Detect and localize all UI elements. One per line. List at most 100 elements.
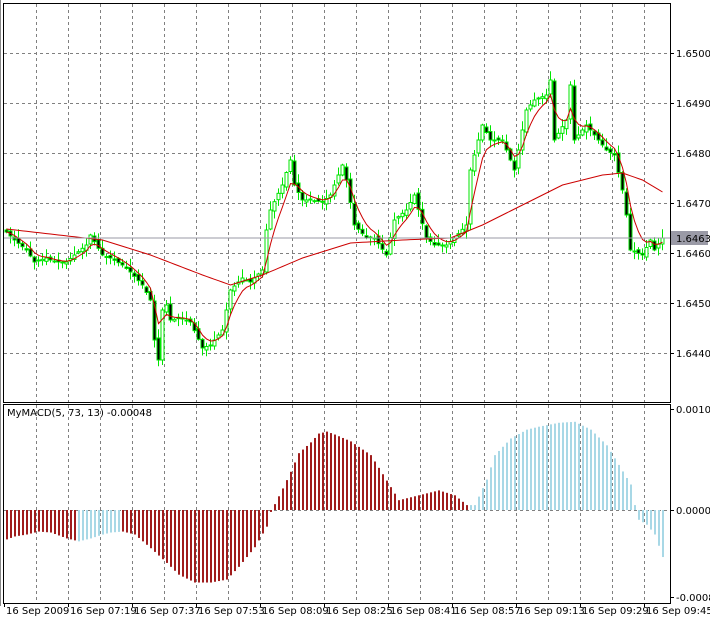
macd-histogram-bar [506,443,508,510]
macd-histogram-bar [334,435,336,510]
macd-histogram-bar [22,510,24,535]
time-axis-label: 16 Sep 09:29 [582,606,649,617]
macd-histogram-bar [370,455,372,510]
macd-histogram-bar [570,422,572,510]
candle-body [305,200,308,202]
macd-histogram-bar [90,510,92,538]
price-axis-label: 1.6490 [676,99,710,110]
candle[interactable] [469,168,472,231]
macd-histogram-bar [662,510,664,557]
macd-histogram-bar [218,510,220,581]
macd-histogram-bar [658,510,660,546]
macd-histogram-bar [58,510,60,535]
macd-histogram-bar [314,438,316,510]
macd-histogram-bar [626,478,628,510]
candle-body [345,167,348,180]
macd-histogram-bar [30,510,32,534]
candle[interactable] [625,188,628,217]
macd-histogram-bar [214,510,216,582]
candle[interactable] [481,124,484,143]
candle-body [205,347,208,351]
macd-histogram-bar [170,510,172,567]
macd-histogram-bar [194,510,196,583]
candle-body [141,281,144,285]
candle-body [293,161,296,185]
macd-axis-label: 0.00103 [676,405,710,416]
macd-histogram-bar [270,510,272,512]
candle-body [77,252,80,253]
macd-histogram-bar [598,437,600,510]
candle-body [229,290,232,309]
candle-body [569,85,572,119]
candle-body [425,226,428,238]
candle[interactable] [621,171,624,194]
macd-histogram-bar [382,474,384,510]
candle-body [165,305,168,312]
macd-histogram-bar [606,445,608,510]
candle[interactable] [341,164,344,177]
macd-histogram-bar [390,487,392,510]
macd-axis-label: 0.00000 [676,506,710,517]
macd-histogram-bar [258,510,260,540]
candle-body [641,253,644,255]
macd-histogram-bar [62,510,64,537]
macd-histogram-bar [522,432,524,510]
candle-body [385,251,388,255]
macd-histogram-bar [630,485,632,510]
macd-histogram-bar [250,510,252,552]
macd-histogram-bar [526,430,528,510]
macd-histogram-bar [190,510,192,581]
candle-body [65,262,68,264]
macd-histogram-bar [82,510,84,540]
candle[interactable] [629,208,632,252]
candle[interactable] [569,81,572,124]
price-axis-label: 1.6470 [676,199,710,210]
macd-histogram-bar [66,510,68,538]
macd-histogram-bar [350,441,352,510]
macd-histogram-bar [114,510,116,532]
candle-body [209,345,212,346]
candle-body [637,250,640,254]
candle-body [201,339,204,348]
candle-body [25,249,28,250]
macd-histogram-bar [162,510,164,559]
candle-body [605,147,608,150]
macd-histogram-bar [478,497,480,510]
macd-histogram-bar [402,499,404,510]
candle-body [653,241,656,250]
macd-histogram-bar [422,494,424,510]
candle-body [301,193,304,201]
candle-body [529,105,532,109]
macd-histogram-bar [254,510,256,547]
macd-histogram-bar [166,510,168,563]
macd-histogram-bar [566,422,568,510]
candle-body [125,267,128,269]
macd-histogram-bar [618,465,620,510]
macd-histogram-bar [646,510,648,525]
candle-body [41,259,44,260]
candle-body [557,133,560,138]
macd-histogram-bar [470,505,472,510]
macd-histogram-bar [226,510,228,580]
candle-body [525,110,528,132]
candle[interactable] [573,80,576,144]
macd-histogram-bar [366,452,368,510]
candle-body [513,161,516,170]
candle-body [621,173,624,191]
macd-histogram-bar [354,444,356,510]
candle-body [413,195,416,204]
macd-histogram-bar [266,510,268,527]
macd-histogram-bar [186,510,188,579]
candle-body [157,338,160,360]
candle-body [501,140,504,141]
candle-body [417,193,420,209]
candle-body [281,185,284,193]
macd-histogram-bar [230,510,232,575]
macd-histogram-bar [138,510,140,538]
candle-body [601,140,604,145]
macd-histogram-bar [234,510,236,571]
candle[interactable] [161,308,164,366]
